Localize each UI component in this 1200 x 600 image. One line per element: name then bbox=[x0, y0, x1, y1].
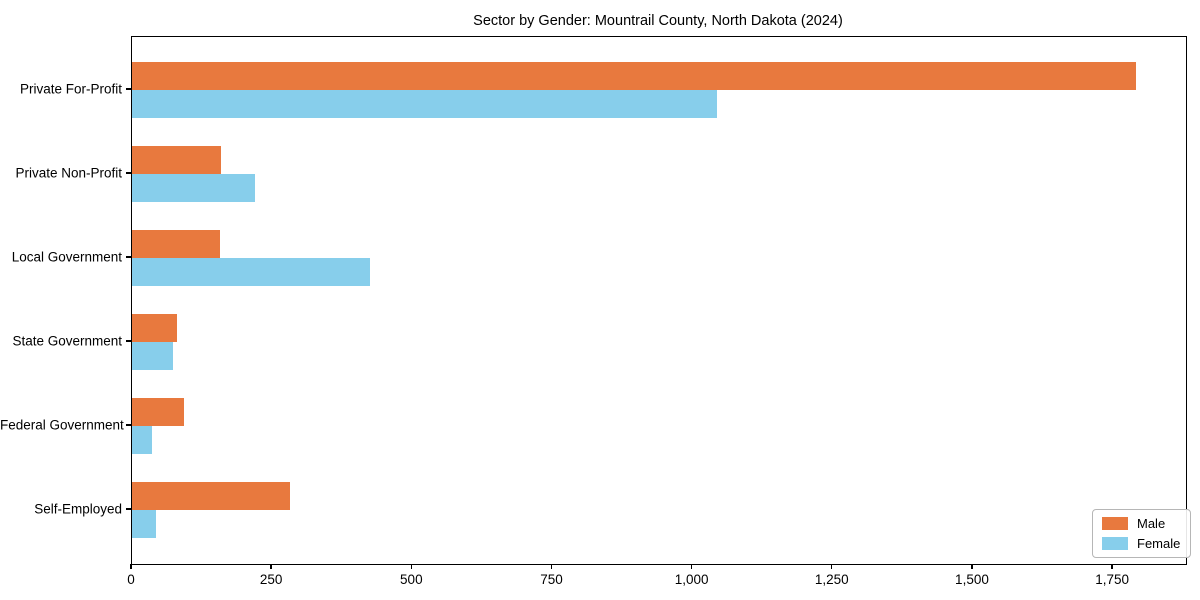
bar-female-self-employed bbox=[132, 510, 156, 538]
plot-area bbox=[131, 36, 1187, 565]
x-tick-mark bbox=[550, 564, 553, 570]
x-tick-mark bbox=[410, 564, 412, 570]
x-tick-label: 1,750 bbox=[1095, 572, 1130, 587]
bar-female-private-for-profit bbox=[132, 90, 717, 118]
y-tick-mark bbox=[126, 340, 131, 342]
legend-entry-male: Male bbox=[1102, 516, 1180, 531]
bar-male-state-government bbox=[132, 314, 177, 342]
y-tick-label-federal-government: Federal Government bbox=[0, 417, 124, 433]
legend-entry-female: Female bbox=[1102, 536, 1180, 551]
y-tick-label-local-government: Local Government bbox=[11, 249, 122, 265]
y-tick-mark bbox=[126, 256, 131, 258]
x-tick-label: 1,000 bbox=[674, 572, 709, 587]
legend-label-female: Female bbox=[1137, 536, 1181, 551]
legend-label-male: Male bbox=[1137, 516, 1166, 531]
bar-male-private-non-profit bbox=[132, 146, 221, 174]
x-tick-mark bbox=[1111, 564, 1113, 570]
x-tick-label: 0 bbox=[127, 572, 135, 587]
y-tick-label-private-non-profit: Private Non-Profit bbox=[15, 165, 122, 181]
x-tick-label: 750 bbox=[540, 572, 563, 587]
legend-swatch-female bbox=[1102, 537, 1128, 550]
bar-female-federal-government bbox=[132, 426, 152, 454]
bar-female-state-government bbox=[132, 342, 173, 370]
x-tick-label: 1,500 bbox=[955, 572, 989, 587]
bar-male-private-for-profit bbox=[132, 62, 1136, 90]
bar-female-private-non-profit bbox=[132, 174, 255, 202]
y-tick-mark bbox=[126, 424, 131, 426]
x-tick-mark bbox=[270, 564, 272, 570]
x-tick-mark bbox=[971, 564, 973, 570]
bar-male-self-employed bbox=[132, 482, 290, 510]
legend: Male Female bbox=[1092, 509, 1192, 558]
y-tick-mark bbox=[126, 88, 131, 90]
y-tick-label-state-government: State Government bbox=[12, 333, 122, 349]
x-tick-label: 500 bbox=[400, 572, 423, 587]
x-tick-mark bbox=[831, 564, 833, 570]
bar-male-federal-government bbox=[132, 398, 184, 426]
y-tick-label-private-for-profit: Private For-Profit bbox=[19, 81, 122, 97]
chart-title: Sector by Gender: Mountrail County, Nort… bbox=[473, 13, 843, 29]
y-tick-label-self-employed: Self-Employed bbox=[34, 501, 122, 517]
legend-swatch-male bbox=[1102, 517, 1128, 530]
x-tick-label: 250 bbox=[259, 572, 283, 587]
x-tick-mark bbox=[130, 564, 132, 570]
y-tick-mark bbox=[126, 508, 131, 510]
x-tick-mark bbox=[690, 564, 693, 570]
bar-male-local-government bbox=[132, 230, 220, 258]
x-tick-label: 1,250 bbox=[814, 572, 849, 587]
bar-female-local-government bbox=[132, 258, 370, 286]
y-tick-mark bbox=[126, 172, 131, 174]
